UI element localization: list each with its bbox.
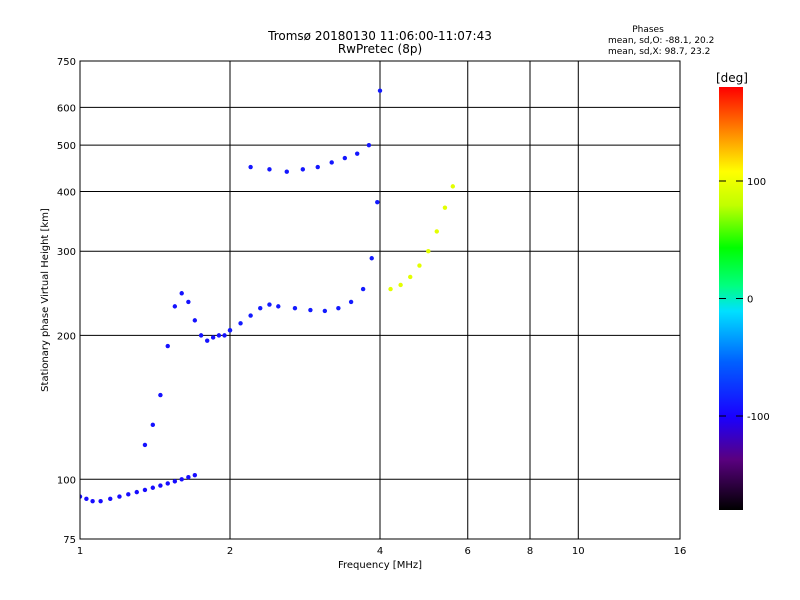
data-point [150,422,156,428]
data-point [248,164,253,170]
data-point [292,305,298,311]
data-point [186,475,191,480]
data-point [84,496,89,502]
data-point [388,286,393,292]
data-point [322,308,328,314]
stats-o-mode: mean, sd,O: -88.1, 20.2 [608,36,714,46]
data-point [329,160,334,165]
colorbar-tick-label: -100 [747,412,770,423]
data-point [348,299,354,305]
data-point [300,167,306,172]
data-point [192,472,198,478]
data-point [179,291,184,296]
data-point [90,498,95,504]
data-point [434,229,439,234]
data-point [134,489,139,495]
y-tick-label: 400 [57,187,76,198]
data-point [369,256,374,261]
x-tick-label: 4 [377,546,383,557]
title-line-2: RwPretec (8p) [338,42,422,56]
y-tick-label: 200 [57,331,76,342]
data-point [150,485,156,490]
colorbar-tick-label: 100 [747,177,766,188]
phase-stats: Phases mean, sd,O: -88.1, 20.2 mean, sd,… [608,25,714,57]
data-point [126,492,131,497]
data-point [276,304,281,309]
data-point [172,479,178,484]
data-point [179,477,184,482]
data-point [227,328,233,333]
data-point [198,333,204,338]
data-point [377,88,383,93]
y-tick-label: 600 [57,103,76,114]
data-point [142,487,148,493]
x-tick-label: 10 [572,546,585,557]
data-point [165,343,170,349]
data-point [216,333,222,338]
data-point [342,155,348,161]
data-point [354,151,360,156]
data-point [336,305,341,311]
colorbar-tick-label: 0 [747,295,753,306]
chart-title: Tromsø 20180130 11:06:00-11:07:43 RwPret… [267,29,492,56]
data-point [258,305,263,311]
data-point [222,333,227,338]
data-point [267,167,272,172]
stats-x-mode: mean, sd,X: 98.7, 23.2 [608,47,710,57]
data-point [426,249,431,254]
x-tick-label: 6 [465,546,471,557]
data-point [267,302,272,307]
y-tick-label: 750 [57,57,76,68]
data-point [360,286,366,292]
data-point [98,498,103,504]
data-point [142,442,148,448]
y-tick-label: 75 [63,535,76,546]
data-points [80,88,456,504]
plot-frame [79,60,681,540]
y-axis-label: Stationary phase Virtual Height [km] [40,208,51,392]
stats-label: Phases [632,25,664,35]
grid-lines [80,61,680,539]
x-tick-label: 16 [674,546,687,557]
data-point [186,299,191,305]
x-axis-ticks: 1 2 4 6 8 10 16 [77,546,687,557]
data-point [117,494,122,499]
data-point [108,496,113,502]
data-point [158,483,163,488]
data-point [238,321,243,326]
data-point [210,335,216,340]
x-tick-label: 1 [77,546,83,557]
y-tick-label: 100 [57,475,76,486]
data-point [172,304,178,309]
phase-colorbar: [deg] 100 0 -100 [716,71,770,510]
data-point [204,338,210,343]
data-point [375,199,380,205]
data-point [450,184,456,189]
data-point [192,318,198,323]
x-axis-label: Frequency [MHz] [338,560,422,571]
data-point [80,494,83,499]
title-line-1: Tromsø 20180130 11:06:00-11:07:43 [267,29,492,43]
y-tick-label: 300 [57,247,76,258]
data-point [158,392,163,398]
colorbar-label: [deg] [716,71,748,85]
y-axis-ticks: 75 100 200 300 400 500 600 750 [57,57,76,546]
data-point [408,274,413,280]
x-tick-label: 8 [527,546,533,557]
colorbar-ticks: 100 0 -100 [719,177,770,423]
data-point [308,307,313,313]
data-point [315,164,320,170]
x-tick-label: 2 [227,546,233,557]
data-point [284,169,289,174]
data-point [366,142,372,148]
data-point [417,263,422,268]
data-point [248,313,253,318]
data-point [442,205,448,210]
data-point [398,282,403,288]
data-point [165,481,170,486]
y-tick-label: 500 [57,141,76,152]
